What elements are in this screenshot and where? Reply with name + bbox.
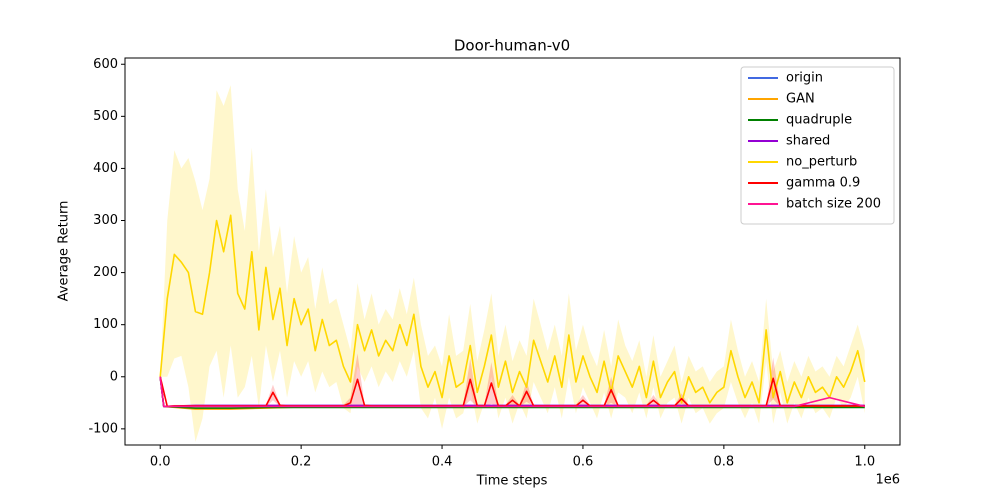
legend-label: GAN	[786, 92, 815, 107]
x-axis-label: Time steps	[476, 474, 548, 489]
y-tick-label: 200	[93, 265, 118, 280]
y-axis-label: Average Return	[57, 201, 72, 302]
y-tick-label: 300	[93, 213, 118, 228]
std-band	[160, 85, 865, 442]
y-tick-label: 600	[93, 57, 118, 72]
std-band	[160, 353, 865, 409]
series-line	[159, 214, 866, 404]
x-offset-label: 1e6	[875, 473, 900, 488]
legend-label: gamma 0.9	[786, 176, 860, 191]
legend-label: no_perturb	[786, 155, 857, 170]
y-tick-label: -100	[88, 421, 118, 436]
x-tick-label: 0.8	[714, 455, 735, 470]
legend-label: quadruple	[786, 113, 852, 128]
legend-box	[740, 66, 895, 225]
x-tick-label: 1.0	[854, 455, 875, 470]
y-tick-label: 0	[110, 369, 118, 384]
y-tick-label: 100	[93, 317, 118, 332]
x-tick-label: 0.4	[432, 455, 453, 470]
y-tick-label: 400	[93, 161, 118, 176]
series-line	[159, 376, 865, 409]
series-line	[159, 376, 865, 408]
chart-title: Door-human-v0	[454, 37, 570, 55]
axes-frame	[124, 57, 901, 446]
legend-label: origin	[786, 71, 823, 86]
legend-label: batch size 200	[786, 197, 881, 212]
x-tick-label: 0.2	[291, 455, 312, 470]
plot-area	[159, 85, 866, 442]
x-tick-label: 0.0	[150, 455, 171, 470]
legend-label: shared	[786, 134, 830, 149]
x-tick-label: 0.6	[573, 455, 594, 470]
y-tick-label: 500	[93, 109, 118, 124]
